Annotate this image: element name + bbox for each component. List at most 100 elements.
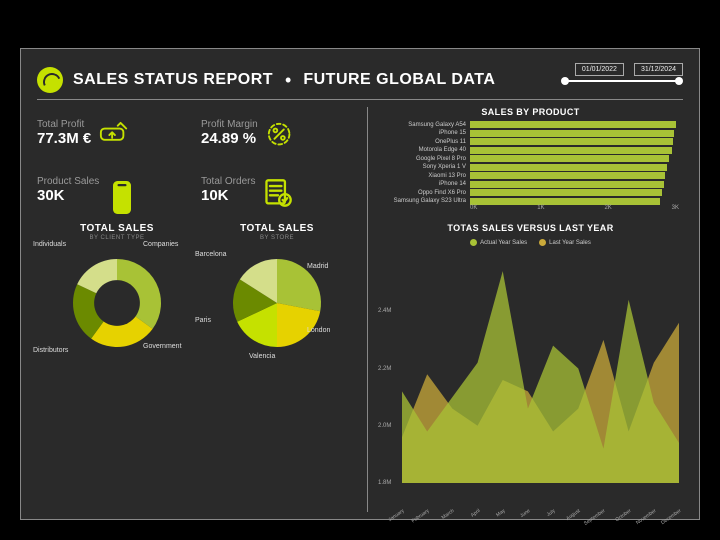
area-title: TOTAS SALES VERSUS LAST YEAR <box>378 223 683 233</box>
legend-item: Last Year Sales <box>539 239 591 246</box>
hbar-name: Sony Xperia 1 V <box>378 164 466 170</box>
hbar-row: Google Pixel 8 Pro <box>378 155 683 162</box>
logo-icon <box>37 67 63 93</box>
slice-label: Distributors <box>33 347 68 354</box>
area-legend: Actual Year Sales Last Year Sales <box>378 239 683 246</box>
hbar-row: Samsung Galaxy A54 <box>378 121 683 128</box>
legend-label: Last Year Sales <box>549 240 591 246</box>
pie-chart-block: TOTAL SALES BY STORE Madrid London Valenci… <box>197 223 357 512</box>
kpi-card: Product Sales30K <box>37 164 193 215</box>
hbar-name: Google Pixel 8 Pro <box>378 156 466 162</box>
hbars-title: SALES BY PRODUCT <box>378 107 683 117</box>
x-tick-label: October <box>614 508 632 523</box>
kpi-value: 30K <box>37 187 99 204</box>
hbar-row: Samsung Galaxy S23 Ultra <box>378 198 683 205</box>
slice-label: Madrid <box>307 263 328 270</box>
doc-check-icon <box>263 178 293 202</box>
hbar-fill <box>470 164 667 171</box>
slice-label: London <box>307 327 330 334</box>
date-range: 01/01/2022 31/12/2024 <box>563 63 683 82</box>
area-chart: 1.8M2.0M2.2M2.4MJanuaryFebruaryMarchApri… <box>378 250 683 512</box>
hbar-name: Motorola Edge 40 <box>378 147 466 153</box>
hbar-fill <box>470 189 662 196</box>
x-tick-label: January <box>387 508 405 523</box>
title-left: SALES STATUS REPORT <box>73 71 273 89</box>
hbar-name: Xiaomi 13 Pro <box>378 173 466 179</box>
x-tick-label: June <box>519 508 531 519</box>
hbar-name: OnePlus 11 <box>378 139 466 145</box>
date-from[interactable]: 01/01/2022 <box>575 63 624 76</box>
x-tick-label: May <box>495 508 506 518</box>
hbar-fill <box>470 121 676 128</box>
percent-globe-icon <box>266 121 296 145</box>
donut-chart: CompaniesGovernmentDistributorsIndividua… <box>47 247 187 367</box>
x-tick-label: February <box>411 508 431 524</box>
slice-label: Individuals <box>33 241 66 248</box>
legend-swatch-icon <box>470 239 477 246</box>
slice-label: Barcelona <box>195 251 227 258</box>
y-tick-label: 1.8M <box>378 480 391 486</box>
donut-title: TOTAL SALES <box>80 223 154 234</box>
pies-area: TOTAL SALES BY CLIENT TYPE CompaniesGove… <box>37 223 357 512</box>
divider-horizontal <box>37 99 683 100</box>
kpi-label: Total Orders <box>201 176 255 187</box>
hbar-row: OnePlus 11 <box>378 138 683 145</box>
dashboard-frame: SALES STATUS REPORT • FUTURE GLOBAL DATA… <box>20 48 700 520</box>
cloud-up-icon <box>99 121 129 145</box>
hbar-fill <box>470 198 660 205</box>
hbar-fill <box>470 147 672 154</box>
x-tick-label: March <box>441 508 456 521</box>
slice-label: Valencia <box>249 353 275 360</box>
hbar-name: Oppo Find X6 Pro <box>378 190 466 196</box>
hbar-row: iPhone 14 <box>378 181 683 188</box>
x-tick-label: July <box>546 508 557 518</box>
y-tick-label: 2.4M <box>378 308 391 314</box>
x-tick-label: September <box>583 508 606 527</box>
hbar-row: iPhone 15 <box>378 130 683 137</box>
hbar-axis: 0K1K2K3K <box>470 205 679 215</box>
y-tick-label: 2.2M <box>378 366 391 372</box>
hbar-row: Motorola Edge 40 <box>378 147 683 154</box>
kpi-value: 24.89 % <box>201 130 258 147</box>
hbars-chart: Samsung Galaxy A54 iPhone 15 OnePlus 11 Mot… <box>378 121 683 215</box>
kpi-card: Total Profit77.3M € <box>37 107 193 158</box>
x-tick-label: December <box>660 508 682 526</box>
title-separator-icon: • <box>283 70 293 91</box>
hbar-fill <box>470 155 669 162</box>
title-right: FUTURE GLOBAL DATA <box>303 71 495 89</box>
hbar-row: Sony Xperia 1 V <box>378 164 683 171</box>
hbar-fill <box>470 138 673 145</box>
hbar-fill <box>470 181 664 188</box>
slice-label: Companies <box>143 241 178 248</box>
x-tick-label: November <box>635 508 657 526</box>
divider-vertical <box>367 107 368 512</box>
donut-chart-block: TOTAL SALES BY CLIENT TYPE CompaniesGove… <box>37 223 197 512</box>
area-actual <box>402 271 679 483</box>
donut-subtitle: BY CLIENT TYPE <box>89 235 144 241</box>
legend-item: Actual Year Sales <box>470 239 527 246</box>
legend-label: Actual Year Sales <box>480 240 527 246</box>
hbar-name: Samsung Galaxy S23 Ultra <box>378 198 466 204</box>
kpi-value: 10K <box>201 187 255 204</box>
hbar-fill <box>470 130 674 137</box>
kpi-label: Product Sales <box>37 176 99 187</box>
hbar-name: Samsung Galaxy A54 <box>378 122 466 128</box>
kpi-label: Profit Margin <box>201 119 258 130</box>
kpi-grid: Total Profit77.3M € Profit Margin24.89 % P… <box>37 107 357 215</box>
x-tick-label: August <box>566 508 582 522</box>
slice-label: Government <box>143 343 182 350</box>
kpi-label: Total Profit <box>37 119 91 130</box>
legend-swatch-icon <box>539 239 546 246</box>
date-slider[interactable] <box>563 80 681 82</box>
pie-chart: MadridLondonValenciaParisBarcelona <box>207 247 347 367</box>
kpi-card: Total Orders10K <box>201 164 357 215</box>
pie-title: TOTAL SALES <box>240 223 314 234</box>
sales-vs-last-year-block: TOTAS SALES VERSUS LAST YEAR Actual Year… <box>378 223 683 512</box>
date-to[interactable]: 31/12/2024 <box>634 63 683 76</box>
hbar-name: iPhone 15 <box>378 130 466 136</box>
pie-subtitle: BY STORE <box>260 235 294 241</box>
hbar-row: Xiaomi 13 Pro <box>378 172 683 179</box>
sales-by-product-block: SALES BY PRODUCT Samsung Galaxy A54 iPhon… <box>378 107 683 215</box>
hbar-name: iPhone 14 <box>378 181 466 187</box>
kpi-value: 77.3M € <box>37 130 91 147</box>
